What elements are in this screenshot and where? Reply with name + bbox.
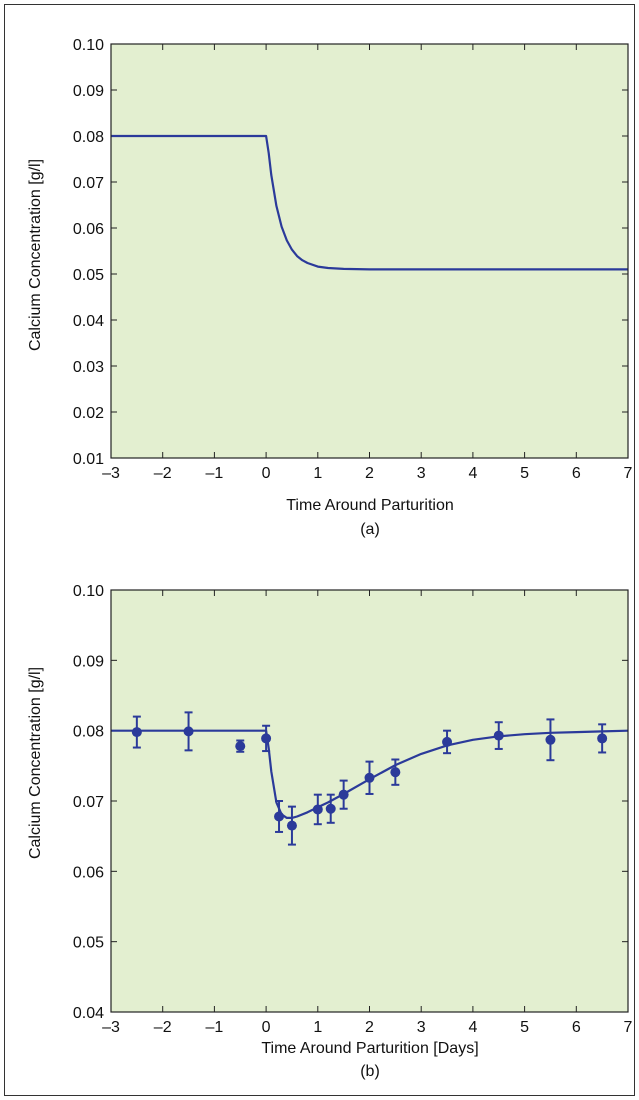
x-axis-label-a: Time Around Parturition [286,497,453,514]
y-tick-label: 0.04 [73,1005,104,1022]
data-point [183,726,194,737]
y-tick-label: 0.01 [73,451,104,468]
panel-b: 0.04 0.05 0.06 0.07 0.08 0.09 0.10 –3 –2 –1 0 1 2 3 4… [27,583,633,1080]
y-tick-label: 0.04 [73,313,104,330]
x-tick-label: –1 [206,465,224,482]
series-layer-a [111,134,628,271]
panel-a: 0.01 0.02 0.03 0.04 0.05 0.06 0.07 0.08 0.09 0.10… [27,37,633,538]
data-point [274,811,285,822]
x-tick-label: 3 [417,465,426,482]
panel-caption-a: (a) [360,521,380,538]
panel-caption-b: (b) [360,1063,380,1080]
y-tick-labels-b: 0.04 0.05 0.06 0.07 0.08 0.09 0.10 [73,583,104,1022]
x-tick-label: –2 [154,465,172,482]
series-line [111,134,628,271]
data-point [545,734,556,745]
y-tick-label: 0.09 [73,83,104,100]
series-line [111,729,629,819]
x-tick-labels-a: –3 –2 –1 0 1 2 3 4 5 6 7 [102,465,632,482]
y-tick-labels-a: 0.01 0.02 0.03 0.04 0.05 0.06 0.07 0.08 0.09 0.10 [73,37,104,468]
x-tick-label: 5 [520,465,529,482]
data-point [235,741,246,752]
x-axis-label-b: Time Around Parturition [Days] [261,1040,478,1057]
y-tick-label: 0.06 [73,221,104,238]
y-axis-label-b: Calcium Concentration [g/l] [27,667,44,859]
data-point [338,789,349,800]
x-tick-label: 4 [468,1019,477,1036]
y-tick-label: 0.03 [73,359,104,376]
plot-area-b [111,590,628,1012]
x-tick-label: 2 [365,1019,374,1036]
data-point [597,733,608,744]
series-layer-b [111,711,629,846]
y-tick-label: 0.08 [73,724,104,741]
x-tick-label: 1 [313,465,322,482]
data-point [131,727,142,738]
x-tick-label: 6 [572,1019,581,1036]
y-tick-label: 0.07 [73,175,104,192]
data-point [493,730,504,741]
data-point [325,803,336,814]
data-point [390,767,401,778]
x-tick-label: 6 [572,465,581,482]
y-tick-label: 0.02 [73,405,104,422]
data-point [286,820,297,831]
y-tick-label: 0.09 [73,653,104,670]
x-tick-label: –1 [206,1019,224,1036]
data-point [364,772,375,783]
x-tick-label: 4 [468,465,477,482]
x-tick-label: 0 [262,465,271,482]
x-tick-label: 0 [262,1019,271,1036]
data-point [261,733,272,744]
y-tick-label: 0.08 [73,129,104,146]
data-point [442,736,453,747]
x-tick-label: –3 [102,1019,120,1036]
plot-area-a [111,44,628,458]
x-tick-label: 7 [624,1019,633,1036]
y-axis-label-a: Calcium Concentration [g/l] [27,159,44,351]
x-tick-label: –3 [102,465,120,482]
x-tick-label: –2 [154,1019,172,1036]
y-tick-label: 0.06 [73,864,104,881]
x-tick-label: 3 [417,1019,426,1036]
y-tick-label: 0.05 [73,935,104,952]
x-tick-label: 5 [520,1019,529,1036]
x-tick-labels-b: –3 –2 –1 0 1 2 3 4 5 6 7 [102,1019,632,1036]
plot-border-a [110,43,629,459]
plot-border-b [110,589,629,1013]
x-tick-label: 7 [624,465,633,482]
data-point [312,804,323,815]
x-tick-label: 1 [313,1019,322,1036]
y-tick-label: 0.07 [73,794,104,811]
x-tick-label: 2 [365,465,374,482]
y-tick-label: 0.10 [73,37,104,54]
y-tick-label: 0.10 [73,583,104,600]
y-tick-label: 0.05 [73,267,104,284]
